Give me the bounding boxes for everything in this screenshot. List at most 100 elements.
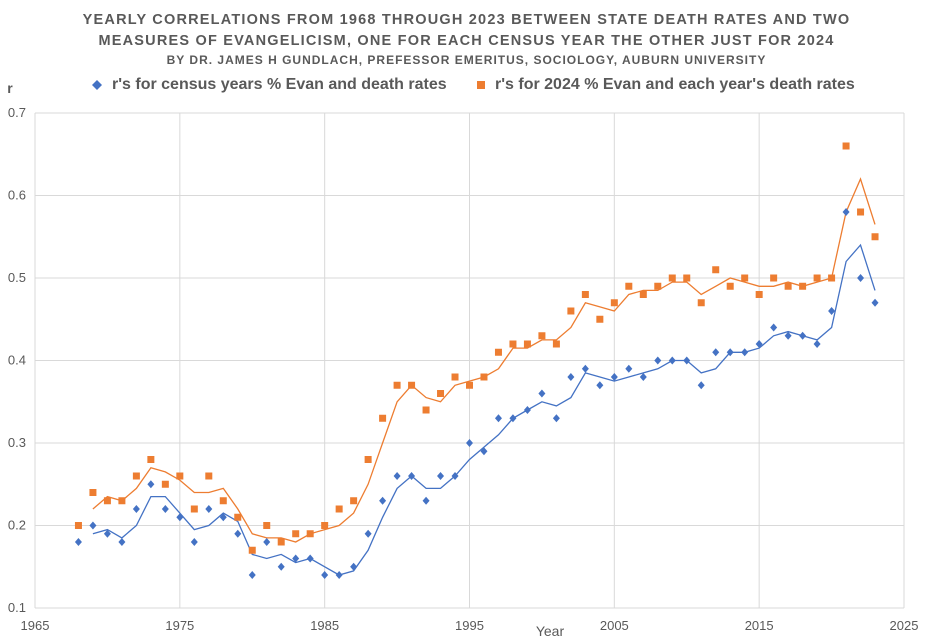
series-1-point: [234, 513, 242, 521]
series-1-point: [422, 406, 430, 414]
series-1-point: [596, 315, 604, 323]
series-0-point: [321, 571, 329, 579]
y-tick-label: 0.3: [8, 435, 26, 450]
series-1-point: [523, 340, 531, 348]
series-1-point: [132, 472, 140, 480]
series-1-point: [552, 340, 560, 348]
series-1-point: [379, 414, 387, 422]
series-1-point: [784, 282, 792, 290]
series-0-point: [625, 364, 633, 373]
series-1-point: [610, 299, 618, 307]
series-1-point: [103, 497, 111, 505]
chart-title-line-2: MEASURES OF EVANGELICISM, ONE FOR EACH C…: [98, 33, 835, 49]
series-1-point: [321, 522, 329, 529]
series-1-point: [277, 538, 285, 546]
y-tick-label: 0.2: [8, 518, 26, 533]
square-marker-icon: [477, 81, 485, 89]
series-0-point: [219, 513, 227, 522]
series-1-point: [828, 274, 836, 282]
series-0-point: [857, 274, 865, 282]
series-0-point: [596, 381, 604, 390]
series-1-point: [480, 373, 488, 381]
series-1-point: [466, 381, 473, 389]
series-1-point: [741, 274, 749, 282]
series-0-point: [408, 472, 416, 480]
series-1-point: [190, 505, 198, 513]
series-0-point: [480, 447, 488, 456]
y-tick-label: 0.7: [8, 105, 26, 120]
series-0-point: [770, 323, 778, 332]
series-0-point: [466, 439, 473, 447]
series-1-point: [625, 282, 633, 290]
series-1-point: [509, 340, 517, 348]
legend-label-census: r's for census years % Evan and death ra…: [112, 76, 447, 93]
x-tick-label: 2025: [890, 618, 919, 633]
series-0-point: [205, 505, 213, 513]
series-0-point: [118, 538, 126, 546]
series-1-point: [451, 373, 459, 381]
series-0-point: [350, 562, 358, 571]
series-0-point: [828, 307, 836, 315]
series-1-point: [683, 274, 691, 282]
series-1-point: [176, 472, 184, 480]
series-1-point: [263, 522, 271, 529]
y-axis-title: r: [7, 80, 13, 96]
series-0-point: [161, 505, 169, 513]
series-0-point: [292, 554, 300, 563]
series-0-point: [103, 529, 111, 538]
y-tick-label: 0.6: [8, 188, 26, 203]
series-1-point: [755, 291, 763, 298]
legend-item-2024: r's for 2024 % Evan and each year's deat…: [477, 76, 855, 94]
series-0-point: [451, 472, 459, 480]
series-0-point: [799, 331, 807, 340]
series-0-point: [784, 331, 792, 340]
series-1-point: [567, 307, 575, 315]
series-0-point: [726, 348, 734, 357]
series-1-point: [697, 299, 705, 307]
series-1-point: [335, 505, 343, 513]
series-0-point: [712, 348, 720, 357]
series-1-point: [205, 472, 213, 480]
series-0-point: [755, 340, 763, 348]
series-0-point: [581, 364, 589, 373]
series-1-point: [292, 530, 300, 538]
series-0-point: [335, 571, 343, 579]
series-1-point: [494, 348, 502, 356]
series-0-point: [437, 472, 445, 480]
series-1-point: [668, 274, 676, 282]
series-0-point: [263, 538, 271, 546]
series-0-point: [74, 538, 82, 546]
series-1-point: [393, 381, 401, 389]
x-tick-label: 1975: [165, 618, 194, 633]
series-1-point: [161, 480, 169, 488]
y-tick-label: 0.5: [8, 270, 26, 285]
x-axis-title: Year: [536, 623, 565, 639]
series-1-point: [813, 274, 821, 282]
series-1-point: [364, 456, 372, 463]
series-1-point: [712, 266, 720, 274]
series-1-point: [639, 291, 647, 298]
y-tick-label: 0.4: [8, 353, 26, 368]
series-1-point: [306, 530, 314, 538]
series-0-point: [509, 414, 517, 423]
series-1-point: [799, 282, 807, 290]
series-0-point: [494, 414, 502, 423]
series-0-point: [132, 505, 140, 513]
series-0-point: [552, 414, 560, 423]
series-0-point: [567, 373, 575, 381]
series-0-point: [842, 208, 850, 216]
series-0-point: [306, 554, 314, 563]
series-1-point: [770, 274, 778, 282]
series-1-point: [89, 489, 97, 496]
series-0-point: [668, 356, 676, 365]
series-1-point: [538, 332, 546, 340]
series-1-point: [147, 456, 155, 463]
series-0-point: [741, 348, 749, 357]
series-1-point: [842, 142, 850, 150]
chart-title-line-1: YEARLY CORRELATIONS FROM 1968 THROUGH 20…: [82, 12, 851, 28]
series-1-point: [871, 233, 879, 241]
series-1-point: [408, 381, 416, 389]
x-tick-label: 1985: [310, 618, 339, 633]
x-tick-label: 2015: [745, 618, 774, 633]
